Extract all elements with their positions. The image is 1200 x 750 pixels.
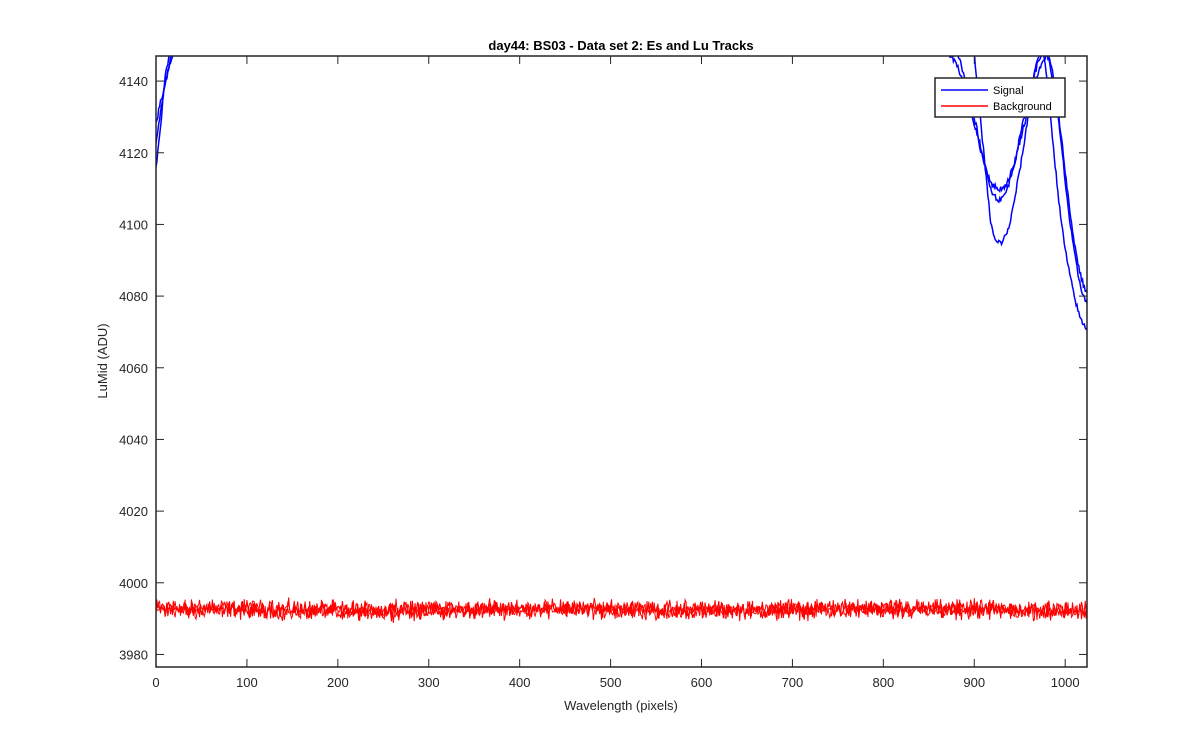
y-tick-label: 4080 (119, 289, 148, 304)
y-tick-label: 4040 (119, 432, 148, 447)
x-tick-label: 1000 (1051, 675, 1080, 690)
legend: Signal Background (934, 77, 1066, 118)
x-tick-label: 900 (963, 675, 985, 690)
y-tick-label: 4140 (119, 74, 148, 89)
signal-series-line (156, 56, 1087, 304)
y-tick-label: 4000 (119, 576, 148, 591)
legend-background-label: Background (993, 101, 1052, 113)
axes-box (155, 55, 1088, 668)
legend-signal-label: Signal (993, 85, 1024, 97)
y-tick-label: 4060 (119, 361, 148, 376)
plot-area (156, 56, 1087, 667)
y-tick-label: 4020 (119, 504, 148, 519)
x-tick-label: 0 (152, 675, 159, 690)
x-tick-label: 200 (327, 675, 349, 690)
x-tick-label: 300 (418, 675, 440, 690)
x-tick-label: 600 (691, 675, 713, 690)
y-tick-label: 4120 (119, 146, 148, 161)
x-axis-label: Wavelength (pixels) (564, 698, 678, 713)
signal-series-line (156, 56, 1087, 293)
y-tick-label: 3980 (119, 647, 148, 662)
x-tick-label: 800 (872, 675, 894, 690)
x-tick-label: 100 (236, 675, 258, 690)
legend-box (934, 77, 1066, 118)
y-axis: 3980 4000 4020 4040 4060 4080 4100 4120 4140 (119, 74, 1087, 662)
background-series-line (156, 597, 1087, 622)
x-tick-label: 500 (600, 675, 622, 690)
x-tick-label: 400 (509, 675, 531, 690)
y-axis-label: LuMid (ADU) (95, 323, 110, 398)
chart-title: day44: BS03 - Data set 2: Es and Lu Trac… (488, 38, 753, 53)
x-tick-label: 700 (782, 675, 804, 690)
x-axis: 0 100 200 300 400 500 600 700 800 900 1000 (152, 56, 1080, 690)
y-tick-label: 4100 (119, 217, 148, 232)
